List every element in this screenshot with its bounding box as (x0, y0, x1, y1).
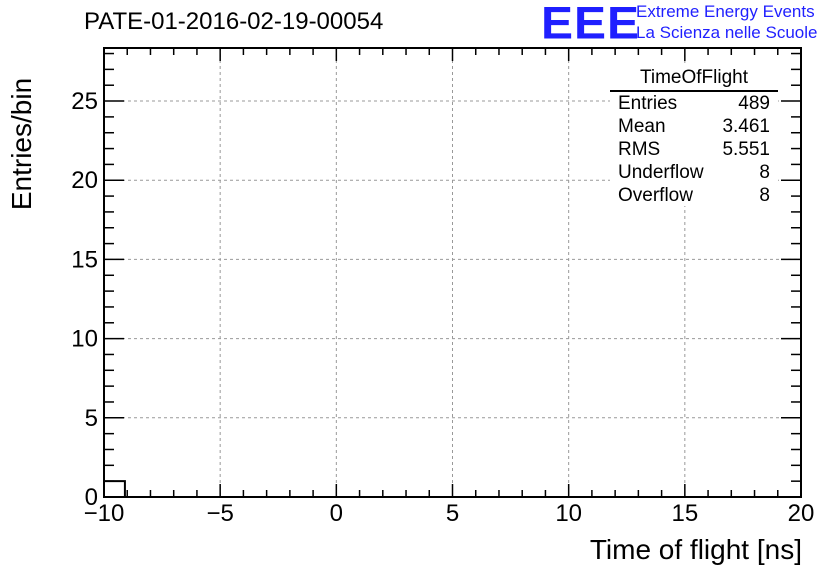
axis-tick-labels: −10 −5 0 5 10 15 20 0 5 10 15 20 25 (71, 88, 814, 527)
stats-box: TimeOfFlight Entries 489 Mean 3.461 RMS … (610, 66, 778, 206)
stat-label: Mean (618, 116, 666, 137)
x-tick-label: 20 (788, 500, 815, 527)
y-axis-label-wrap: Entries/bin (4, 44, 40, 244)
logo-line-1: Extreme Energy Events (636, 2, 815, 21)
y-tick-label: 25 (71, 88, 98, 115)
y-tick-label: 20 (71, 167, 98, 194)
stat-value: 8 (759, 185, 770, 206)
stat-label: Underflow (618, 162, 704, 183)
chart-title: PATE-01-2016-02-19-00054 (84, 8, 384, 35)
stat-value: 3.461 (722, 116, 770, 137)
stat-row-rms: RMS 5.551 (610, 138, 778, 161)
stat-value: 489 (738, 93, 770, 114)
stat-row-entries: Entries 489 (610, 92, 778, 115)
y-tick-label: 5 (85, 405, 98, 432)
stats-title: TimeOfFlight (610, 66, 778, 92)
x-tick-label: −10 (84, 500, 125, 527)
eee-logo: EEE (541, 0, 641, 49)
stat-label: RMS (618, 139, 661, 160)
stat-row-mean: Mean 3.461 (610, 115, 778, 138)
x-tick-label: 15 (671, 500, 698, 527)
stat-value: 8 (759, 162, 770, 183)
stat-value: 5.551 (722, 139, 770, 160)
x-axis-label: Time of flight [ns] (589, 534, 802, 565)
y-axis-label: Entries/bin (6, 77, 37, 211)
stat-row-underflow: Underflow 8 (610, 161, 778, 184)
logo-line-2: La Scienza nelle Scuole (636, 23, 818, 42)
stat-row-overflow: Overflow 8 (610, 184, 778, 207)
x-tick-label: 10 (555, 500, 582, 527)
y-tick-label: 15 (71, 246, 98, 273)
x-tick-label: 0 (330, 500, 343, 527)
y-tick-label: 0 (85, 484, 98, 511)
x-tick-label: 5 (446, 500, 459, 527)
y-tick-label: 10 (71, 326, 98, 353)
grid-lines (104, 48, 801, 497)
stat-label: Overflow (618, 185, 693, 206)
stat-label: Entries (618, 93, 678, 114)
axis-ticks (103, 48, 802, 498)
x-tick-label: −5 (206, 500, 233, 527)
